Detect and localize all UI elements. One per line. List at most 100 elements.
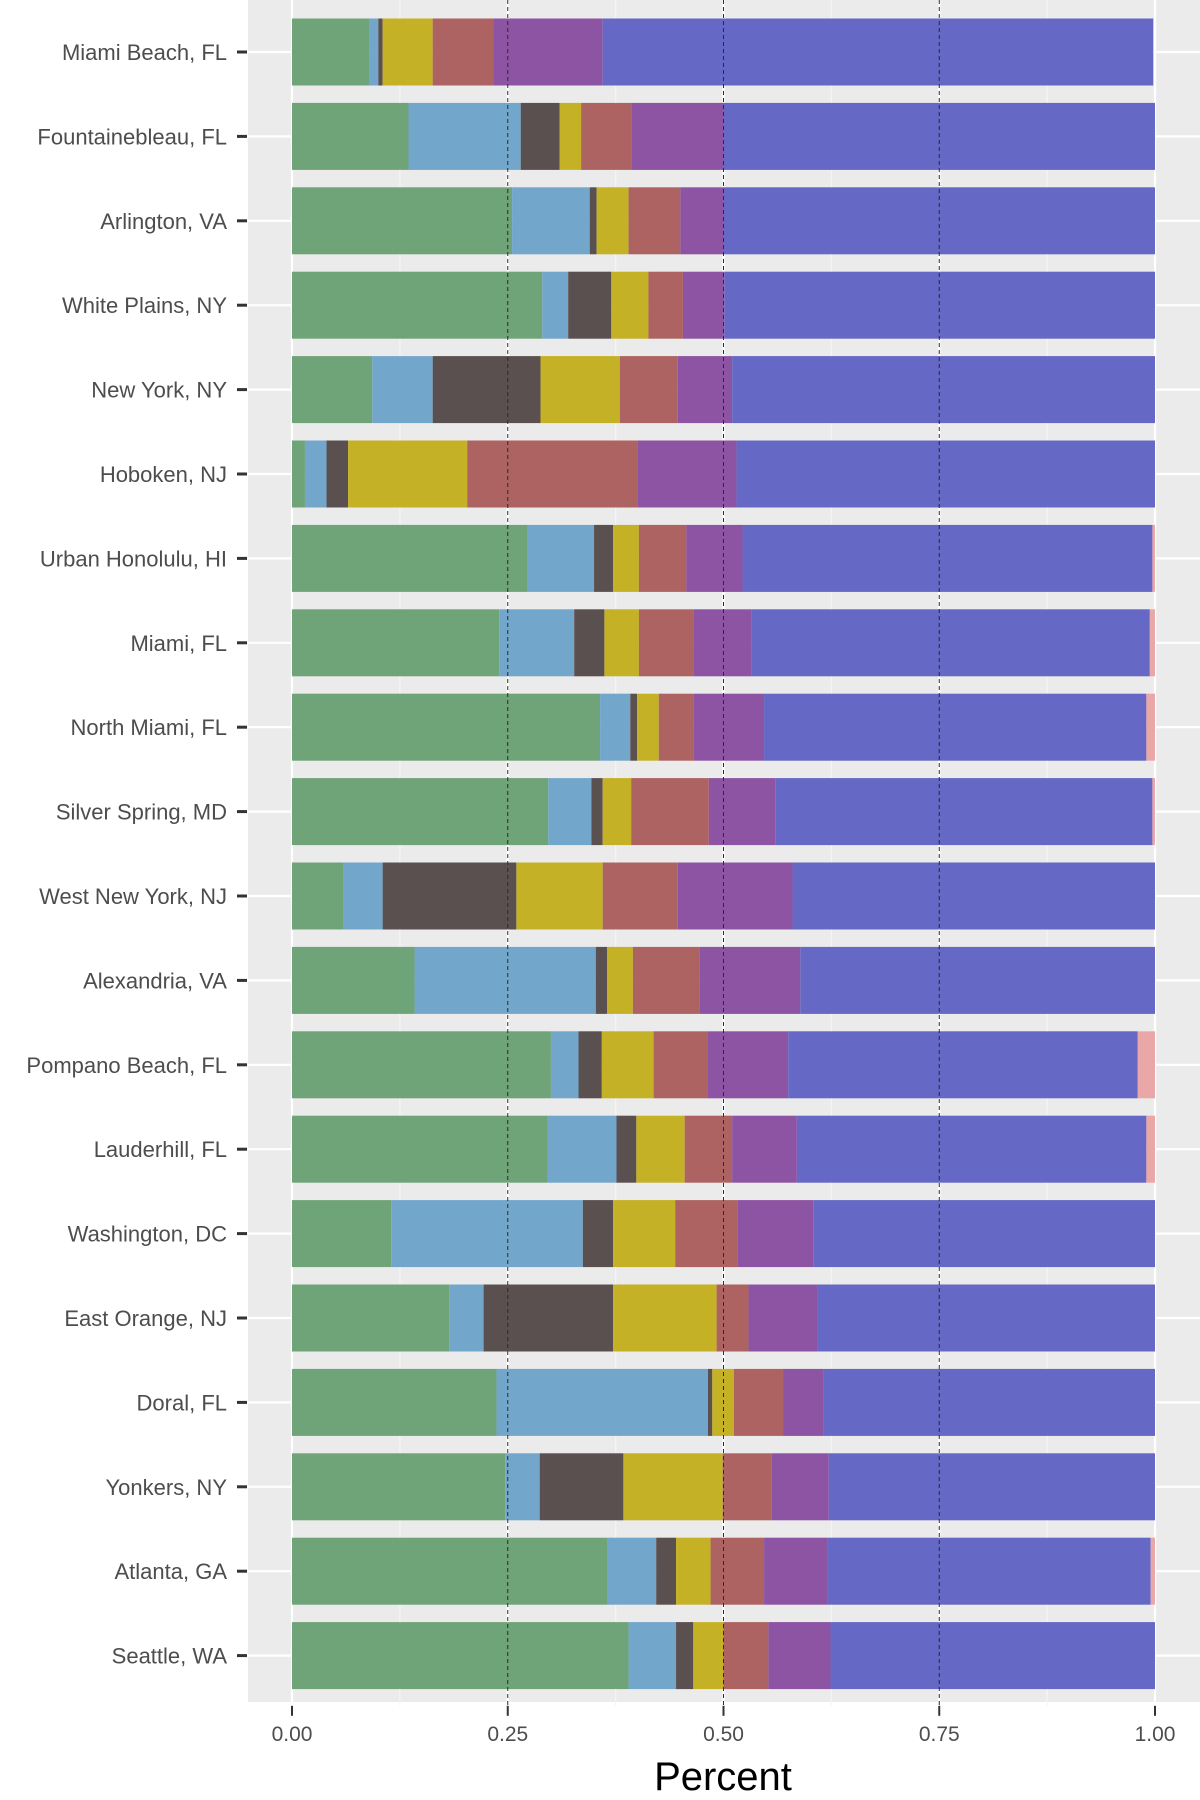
y-tick-label: New York, NY — [91, 378, 227, 403]
bar-segment — [292, 18, 370, 86]
bar-segment — [693, 693, 765, 761]
bar-segment — [693, 1622, 724, 1690]
y-tick-label: Miami, FL — [130, 631, 227, 656]
x-tick-label: 0.00 — [272, 1723, 313, 1746]
bar-segment — [432, 18, 494, 86]
bar-segment — [771, 1453, 829, 1521]
bar-segment — [493, 18, 603, 86]
bars — [292, 18, 1155, 1690]
bar-segment — [813, 1200, 1155, 1268]
bar-segment — [732, 356, 1155, 424]
bar-segment — [830, 1622, 1155, 1690]
bar-segment — [792, 862, 1155, 930]
x-tick-label: 0.50 — [703, 1723, 744, 1746]
bar-segment — [653, 1031, 708, 1099]
bar-segment — [716, 1284, 749, 1352]
y-tick-label: White Plains, NY — [62, 293, 227, 318]
bar-segment — [827, 1537, 1151, 1605]
y-tick-label: Yonkers, NY — [106, 1475, 228, 1500]
bar-segment — [449, 1284, 484, 1352]
bar-segment — [732, 1115, 797, 1183]
bar-segment — [764, 693, 1147, 761]
bar-segment — [723, 1622, 769, 1690]
bar-segment — [733, 1368, 784, 1436]
y-tick-label: Fountainebleau, FL — [37, 124, 227, 149]
bar-segment — [693, 609, 752, 677]
bar-segment — [582, 1200, 614, 1268]
bar-segment — [595, 946, 607, 1014]
bar-segment — [677, 862, 793, 930]
bar-segment — [414, 946, 596, 1014]
bar-segment — [710, 1537, 765, 1605]
bar-segment — [628, 187, 681, 255]
bar-segment — [637, 440, 737, 508]
bar-segment — [1149, 609, 1155, 677]
y-tick-label: Arlington, VA — [100, 209, 227, 234]
y-tick-label: Urban Honolulu, HI — [40, 546, 227, 571]
bar-segment — [292, 1031, 551, 1099]
bar-segment — [800, 946, 1155, 1014]
y-tick-label: Washington, DC — [68, 1222, 227, 1247]
bar-segment — [292, 946, 415, 1014]
bar-segment — [292, 1368, 497, 1436]
bar-segment — [1150, 1537, 1155, 1605]
bar-segment — [658, 693, 694, 761]
bar-segment — [707, 1368, 713, 1436]
y-tick-label: Silver Spring, MD — [56, 800, 227, 825]
bar-segment — [1146, 693, 1155, 761]
bar-segment — [764, 1537, 828, 1605]
bar-segment — [742, 524, 1153, 592]
bar-segment — [540, 356, 620, 424]
bar-segment — [568, 271, 612, 339]
bar-segment — [607, 1537, 657, 1605]
bar-segment — [823, 1368, 1155, 1436]
bar-segment — [292, 1453, 506, 1521]
bar-segment — [637, 693, 659, 761]
bar-segment — [382, 862, 517, 930]
x-axis: 0.00 0.25 0.50 0.75 1.00 — [272, 1705, 1176, 1746]
bar-segment — [292, 271, 543, 339]
bar-segment — [520, 102, 560, 170]
bar-segment — [581, 102, 632, 170]
bar-segment — [631, 102, 724, 170]
bar-segment — [616, 1115, 637, 1183]
bar-segment — [631, 778, 709, 846]
bar-segment — [539, 1453, 624, 1521]
bar-segment — [408, 102, 521, 170]
bar-segment — [611, 271, 649, 339]
bar-segment — [292, 778, 549, 846]
bar-segment — [607, 946, 633, 1014]
bar-segment — [372, 356, 433, 424]
bar-segment — [600, 693, 631, 761]
y-tick-label: East Orange, NJ — [64, 1306, 227, 1331]
bar-segment — [788, 1031, 1138, 1099]
bar-segment — [656, 1537, 677, 1605]
bar-segment — [613, 1284, 717, 1352]
bar-segment — [292, 862, 344, 930]
bar-segment — [1137, 1031, 1155, 1099]
y-tick-label: Miami Beach, FL — [62, 40, 227, 65]
bar-segment — [684, 1115, 733, 1183]
bar-segment — [722, 1453, 772, 1521]
bar-segment — [432, 356, 541, 424]
y-tick-label: West New York, NJ — [39, 884, 227, 909]
bar-segment — [343, 862, 383, 930]
bar-segment — [613, 1200, 676, 1268]
bar-segment — [292, 102, 409, 170]
bar-segment — [326, 440, 349, 508]
bar-segment — [527, 524, 595, 592]
y-tick-label: Pompano Beach, FL — [26, 1053, 227, 1078]
bar-segment — [736, 440, 1155, 508]
bar-segment — [602, 18, 1154, 86]
y-tick-label: Doral, FL — [137, 1390, 227, 1415]
y-tick-label: Lauderhill, FL — [94, 1137, 227, 1162]
bar-segment — [604, 609, 639, 677]
bar-segment — [648, 271, 683, 339]
y-tick-label: Atlanta, GA — [114, 1559, 227, 1584]
x-tick-label: 1.00 — [1135, 1723, 1176, 1746]
bar-segment — [292, 187, 513, 255]
bar-segment — [483, 1284, 614, 1352]
bar-segment — [512, 187, 590, 255]
bar-segment — [768, 1622, 831, 1690]
bar-segment — [578, 1031, 602, 1099]
